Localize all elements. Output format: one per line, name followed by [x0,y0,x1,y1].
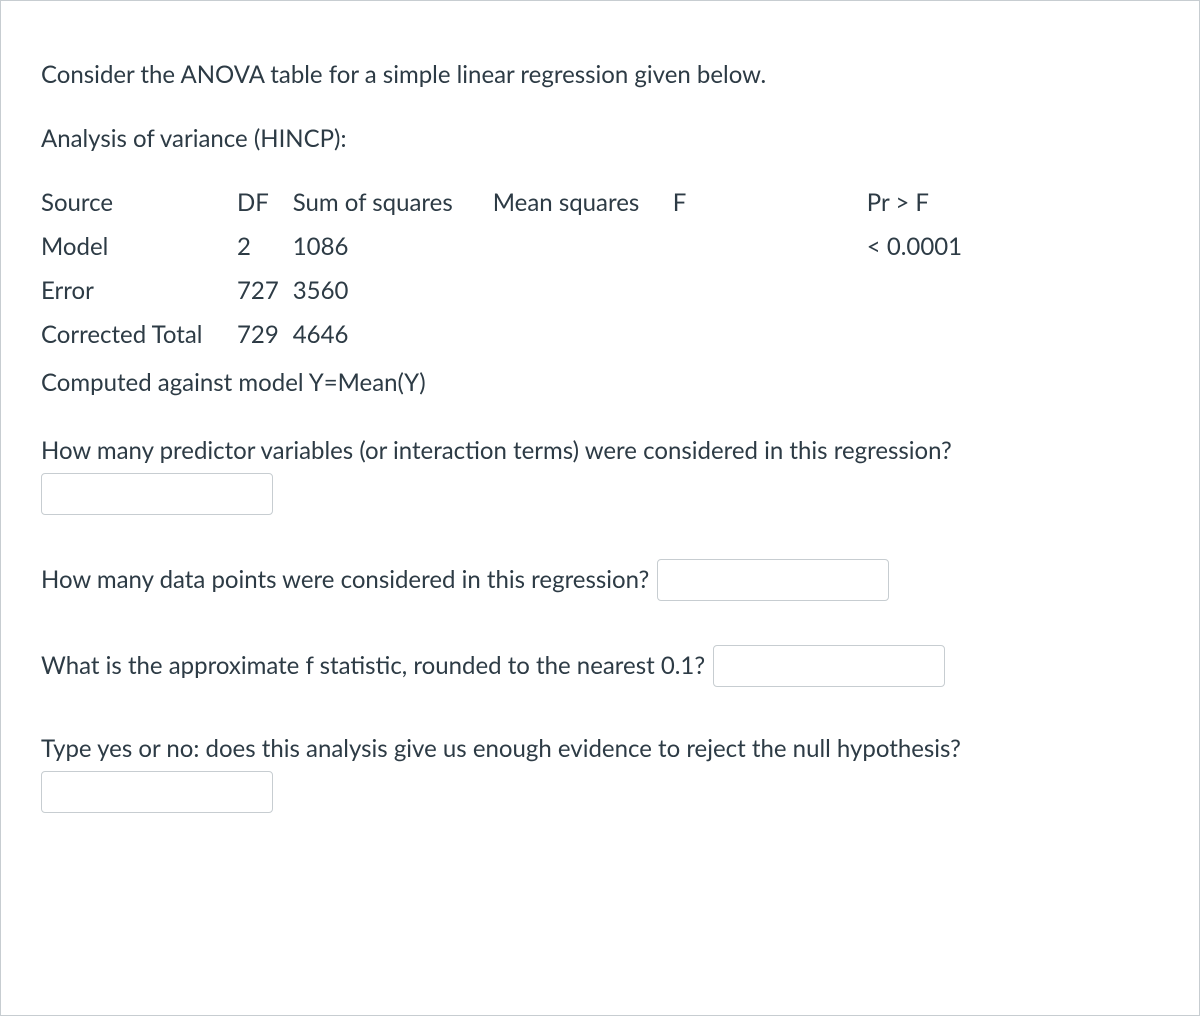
table-row: Error 727 3560 [41,269,987,313]
cell-pr: < 0.0001 [867,225,987,269]
answer-input-3[interactable] [713,645,945,687]
table-row: Model 2 1086 < 0.0001 [41,225,987,269]
question-container: Consider the ANOVA table for a simple li… [0,0,1200,1016]
question-1-text: How many predictor variables (or interac… [41,433,1159,469]
question-1: How many predictor variables (or interac… [41,433,1159,515]
cell-ss: 3560 [293,269,493,313]
question-4-text: Type yes or no: does this analysis give … [41,731,1159,767]
anova-subtitle: Analysis of variance (HINCP): [41,121,1159,157]
answer-input-1[interactable] [41,473,273,515]
cell-pr [867,269,987,313]
answer-input-2[interactable] [657,559,889,601]
question-4: Type yes or no: does this analysis give … [41,731,1159,813]
cell-source: Model [41,225,237,269]
question-3: What is the approximate f statistic, rou… [41,645,1159,687]
cell-ms [493,269,673,313]
computed-note: Computed against model Y=Mean(Y) [41,365,1159,401]
cell-df: 727 [237,269,293,313]
cell-df: 2 [237,225,293,269]
cell-pr [867,313,987,357]
cell-f [673,269,867,313]
col-header-ms: Mean squares [493,181,673,225]
cell-ms [493,225,673,269]
col-header-pr: Pr > F [867,181,987,225]
cell-source: Corrected Total [41,313,237,357]
col-header-ss: Sum of squares [293,181,493,225]
col-header-f: F [673,181,867,225]
cell-df: 729 [237,313,293,357]
cell-ms [493,313,673,357]
col-header-source: Source [41,181,237,225]
question-2: How many data points were considered in … [41,559,1159,601]
answer-input-4[interactable] [41,771,273,813]
question-3-text: What is the approximate f statistic, rou… [41,648,705,684]
question-2-text: How many data points were considered in … [41,562,649,598]
cell-ss: 1086 [293,225,493,269]
table-row: Corrected Total 729 4646 [41,313,987,357]
intro-text: Consider the ANOVA table for a simple li… [41,57,1159,93]
cell-f [673,225,867,269]
cell-ss: 4646 [293,313,493,357]
anova-table: Source DF Sum of squares Mean squares F … [41,181,987,357]
table-header-row: Source DF Sum of squares Mean squares F … [41,181,987,225]
col-header-df: DF [237,181,293,225]
cell-source: Error [41,269,237,313]
cell-f [673,313,867,357]
